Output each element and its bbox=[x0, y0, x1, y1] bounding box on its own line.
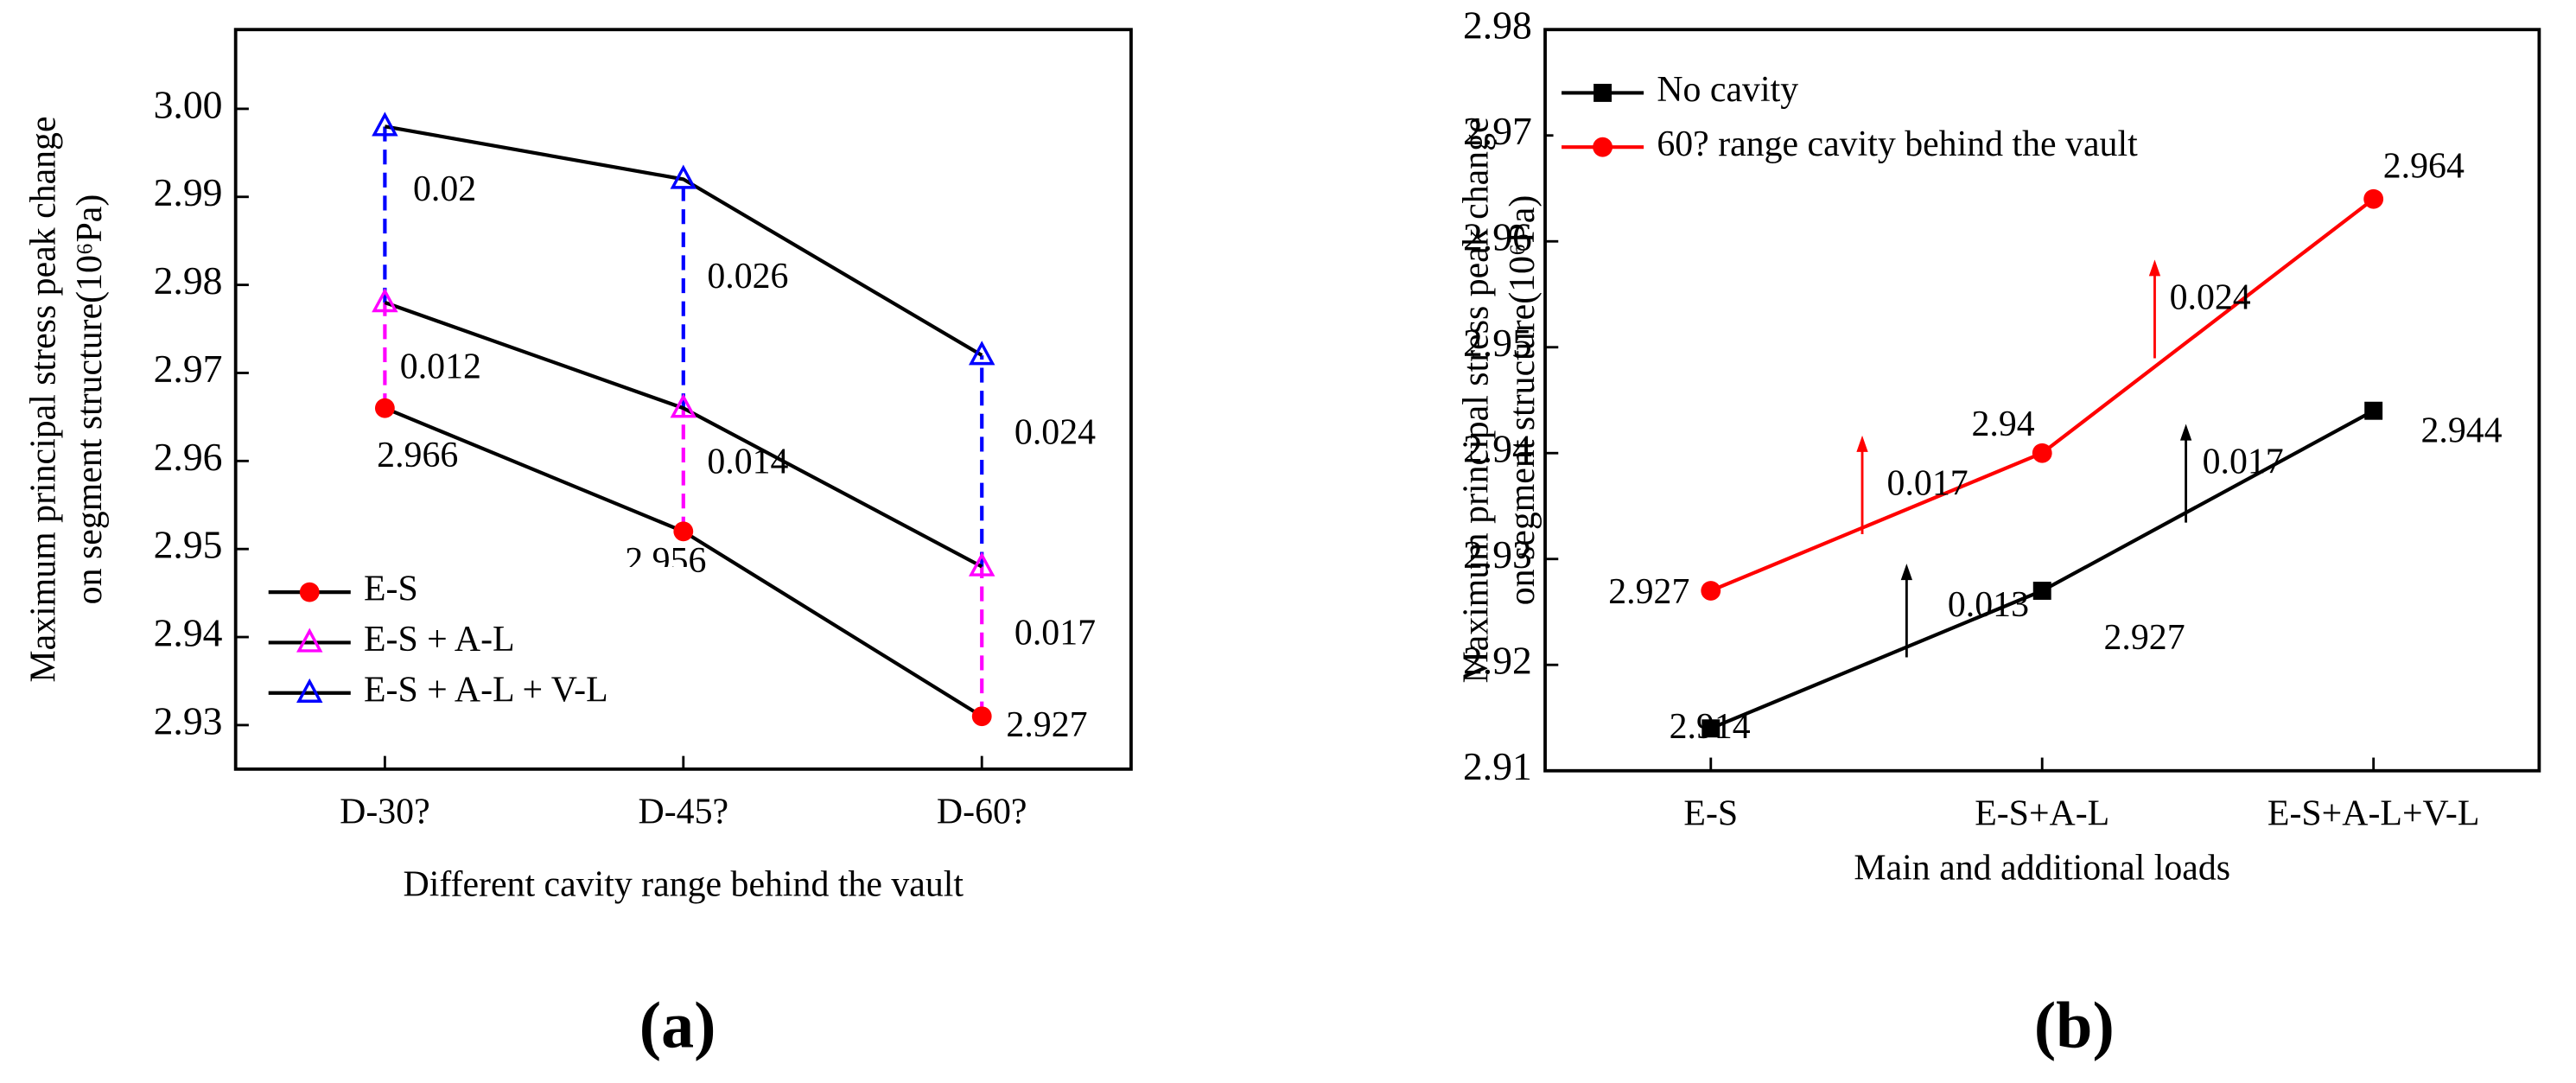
marker bbox=[299, 582, 320, 602]
y-tick-label: 2.92 bbox=[1463, 639, 1532, 683]
marker bbox=[971, 706, 992, 727]
x-axis-label: Different cavity range behind the vault bbox=[404, 864, 964, 904]
annotation: 2.927 bbox=[1006, 705, 1087, 745]
annotation: 2.966 bbox=[377, 436, 458, 475]
annotation: 0.024 bbox=[1014, 412, 1096, 452]
data-label: 2.927 bbox=[1608, 572, 1689, 612]
legend-box bbox=[1553, 66, 2359, 175]
x-tick-label: D-60? bbox=[937, 793, 1027, 832]
data-label: 2.964 bbox=[2383, 146, 2465, 186]
y-tick-label: 2.98 bbox=[154, 258, 223, 303]
marker bbox=[372, 288, 398, 313]
marker bbox=[296, 628, 323, 653]
marker bbox=[2032, 582, 2051, 600]
marker bbox=[2363, 188, 2384, 209]
y-tick-label: 2.94 bbox=[154, 611, 223, 655]
annotation: 0.013 bbox=[1948, 585, 2029, 625]
marker bbox=[968, 551, 995, 577]
panel-label: (a) bbox=[639, 990, 716, 1062]
annotation: 0.024 bbox=[2170, 278, 2251, 318]
annotation: 0.017 bbox=[1014, 613, 1096, 653]
legend-label: 60? range cavity behind the vault bbox=[1657, 124, 2138, 164]
marker bbox=[968, 341, 995, 366]
x-axis-label: Main and additional loads bbox=[1854, 848, 2230, 888]
marker bbox=[374, 398, 395, 418]
marker bbox=[1701, 581, 1721, 601]
y-tick-label: 2.98 bbox=[1463, 3, 1532, 48]
panel-label: (b) bbox=[2034, 990, 2115, 1062]
y-tick-label: 2.97 bbox=[154, 347, 223, 391]
y-tick-label: 2.96 bbox=[1463, 215, 1532, 259]
marker bbox=[2364, 401, 2383, 420]
annotation: 0.017 bbox=[2203, 443, 2284, 482]
arrow-head bbox=[1856, 435, 1868, 452]
series-line bbox=[1709, 197, 2375, 593]
x-tick-label: D-45? bbox=[639, 793, 729, 832]
annotation: 0.026 bbox=[707, 257, 788, 296]
annotation: 0.014 bbox=[707, 443, 788, 482]
data-label: 2.914 bbox=[1670, 707, 1751, 747]
marker bbox=[670, 393, 697, 418]
y-tick-label: 2.93 bbox=[154, 698, 223, 742]
data-label: 2.944 bbox=[2420, 411, 2502, 451]
marker bbox=[673, 521, 694, 542]
marker bbox=[1593, 83, 1612, 102]
y-axis-label: Maximum principal stress peak change bbox=[1457, 117, 1497, 683]
marker bbox=[372, 111, 398, 137]
annotation: 0.02 bbox=[413, 169, 476, 209]
y-axis-label: on segment structure(10⁶Pa) bbox=[1503, 195, 1542, 606]
marker bbox=[2032, 443, 2052, 463]
y-tick-label: 2.96 bbox=[154, 435, 223, 479]
x-tick-label: D-30? bbox=[340, 793, 430, 832]
arrow-head bbox=[2148, 259, 2161, 277]
y-tick-label: 2.94 bbox=[1463, 427, 1532, 471]
x-tick-label: E-S bbox=[1683, 794, 1738, 834]
annotation: 0.012 bbox=[400, 347, 481, 386]
marker bbox=[296, 678, 323, 703]
y-tick-label: 2.95 bbox=[1463, 321, 1532, 365]
data-label: 2.94 bbox=[1971, 405, 2034, 444]
annotation: 0.017 bbox=[1887, 463, 1969, 503]
arrow-head bbox=[1900, 564, 1913, 581]
y-axis-label: on segment structure(10⁶Pa) bbox=[70, 194, 110, 605]
x-tick-label: E-S+A-L+V-L bbox=[2268, 794, 2479, 834]
legend-label: E-S + A-L + V-L bbox=[364, 670, 608, 710]
y-tick-label: 2.97 bbox=[1463, 109, 1532, 153]
y-tick-label: 3.00 bbox=[154, 82, 223, 126]
marker bbox=[670, 164, 697, 189]
x-tick-label: E-S+A-L bbox=[1975, 794, 2109, 834]
data-label: 2.927 bbox=[2104, 618, 2185, 658]
legend-label: E-S + A-L bbox=[364, 620, 515, 659]
y-tick-label: 2.91 bbox=[1463, 744, 1532, 788]
y-axis-label: Maximum principal stress peak change bbox=[24, 116, 64, 682]
y-tick-label: 2.99 bbox=[154, 170, 223, 214]
legend-label: E-S bbox=[364, 570, 418, 609]
series-line bbox=[385, 124, 983, 357]
arrow-head bbox=[2179, 424, 2192, 441]
legend-label: No cavity bbox=[1657, 70, 1798, 110]
marker bbox=[1593, 137, 1613, 157]
series-line bbox=[384, 301, 983, 569]
marker bbox=[1701, 719, 1721, 738]
y-tick-label: 2.93 bbox=[1463, 532, 1532, 577]
y-tick-label: 2.95 bbox=[154, 523, 223, 567]
